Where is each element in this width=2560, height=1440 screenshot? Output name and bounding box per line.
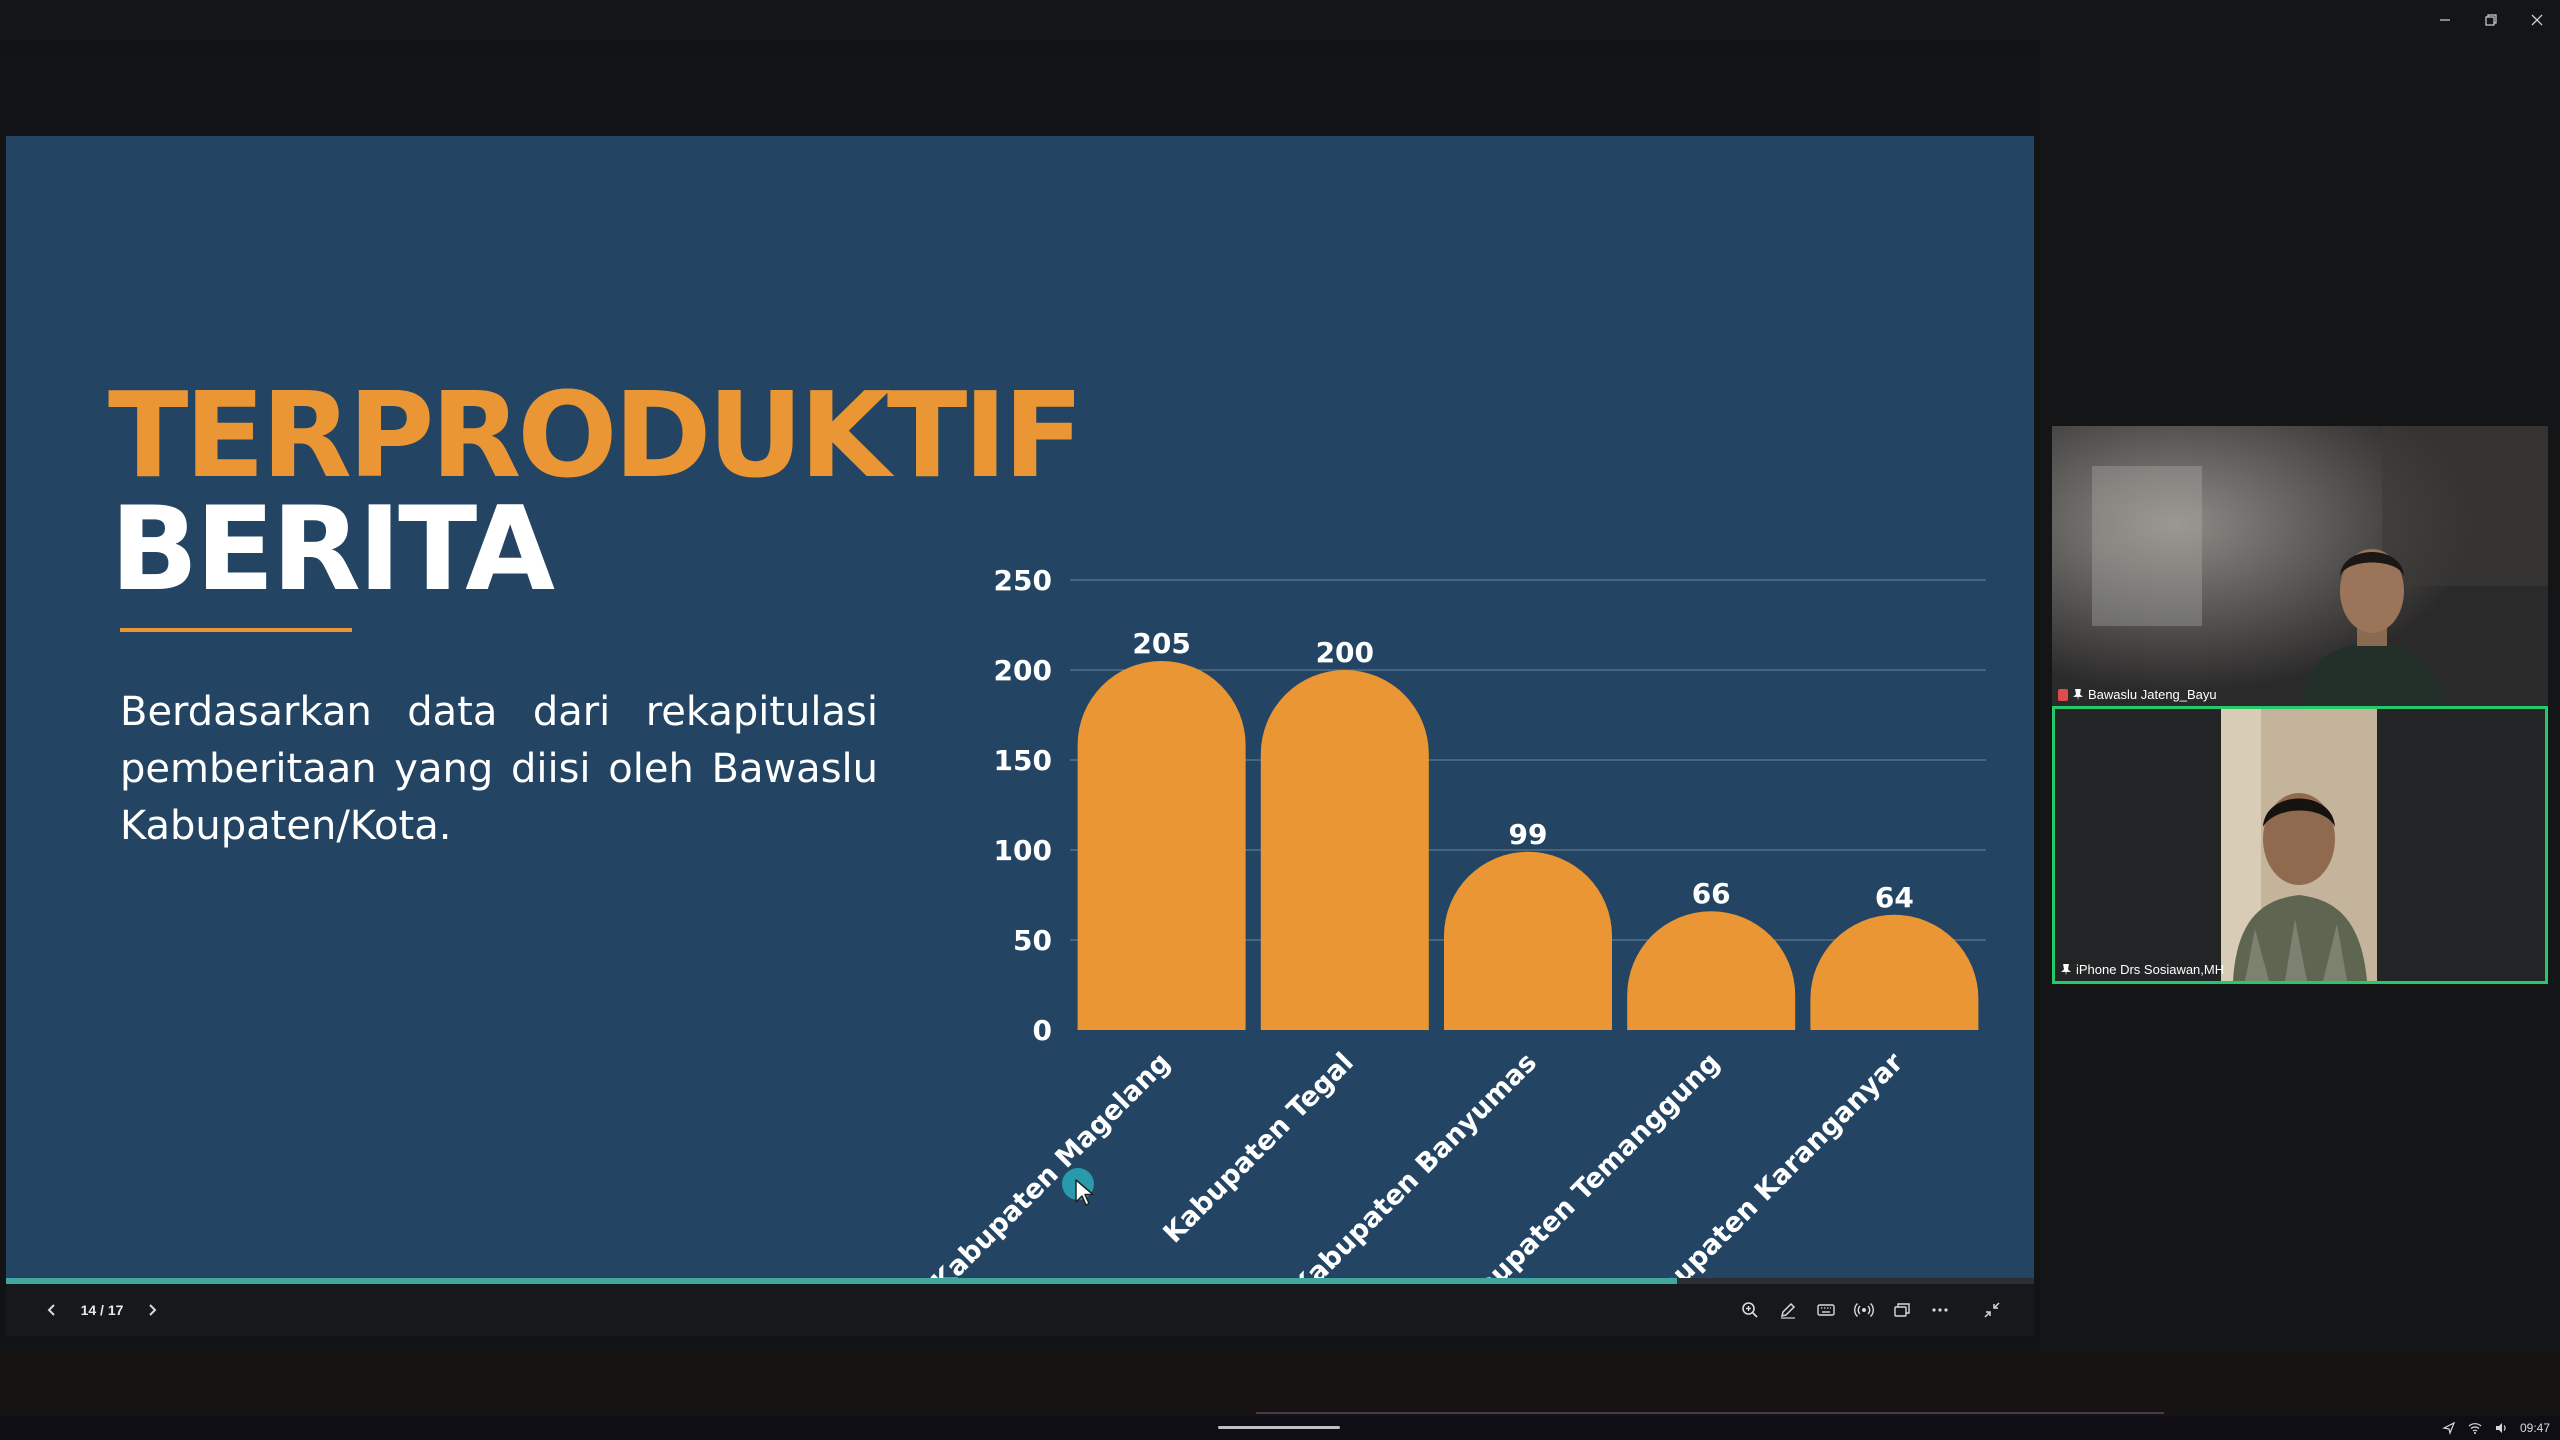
previous-slide-button[interactable] xyxy=(36,1294,68,1326)
window-bottom-area xyxy=(0,1350,2560,1416)
participant-name: Bawaslu Jateng_Bayu xyxy=(2088,687,2217,702)
window-bottom-accent xyxy=(1256,1412,2164,1414)
bar xyxy=(1627,911,1796,1030)
data-label: 200 xyxy=(1316,636,1374,669)
keyboard-button[interactable] xyxy=(1810,1294,1842,1326)
x-tick-label: Kabupaten Karanganyar xyxy=(1625,1047,1910,1278)
window-titlebar xyxy=(0,0,2560,40)
minimize-button[interactable] xyxy=(2422,0,2468,40)
y-tick-label: 200 xyxy=(994,654,1052,687)
data-label: 205 xyxy=(1132,627,1190,660)
clock: 09:47 xyxy=(2519,1421,2550,1435)
participant-name: iPhone Drs Sosiawan,MH xyxy=(2076,962,2225,977)
window-controls xyxy=(2422,0,2560,40)
active-speaker-tile[interactable]: iPhone Drs Sosiawan,MH xyxy=(2052,706,2548,984)
chevron-left-icon xyxy=(47,1304,55,1316)
bar xyxy=(1810,914,1979,1030)
x-tick-label: Kabupaten Magelang xyxy=(926,1047,1177,1278)
layout-button[interactable] xyxy=(1886,1294,1918,1326)
pen-button[interactable] xyxy=(1772,1294,1804,1326)
participant-video xyxy=(2052,426,2548,706)
slide-title-line2: BERITA xyxy=(110,482,555,617)
zoom-in-icon xyxy=(1742,1302,1758,1318)
participant-name-label: Bawaslu Jateng_Bayu xyxy=(2058,687,2217,702)
bar xyxy=(1444,851,1612,1030)
keyboard-icon xyxy=(1817,1304,1835,1316)
slide-progress-fill xyxy=(6,1278,1678,1284)
slide-top-bar xyxy=(6,58,2034,136)
slide-description: Berdasarkan data dari rekapitulasi pembe… xyxy=(120,689,878,849)
exit-fullscreen-icon xyxy=(1984,1302,2000,1318)
location-icon xyxy=(2442,1421,2456,1435)
slide-title-line1: TERPRODUKTIF xyxy=(108,366,1084,504)
pen-icon xyxy=(1780,1302,1796,1319)
restore-button[interactable] xyxy=(2468,0,2514,40)
chevron-right-icon xyxy=(149,1304,157,1316)
title-underline xyxy=(120,628,352,632)
broadcast-button[interactable] xyxy=(1848,1294,1880,1326)
participant-video-tile[interactable]: Bawaslu Jateng_Bayu xyxy=(2052,426,2548,706)
participant-name-label: iPhone Drs Sosiawan,MH xyxy=(2061,962,2224,977)
x-tick-label: Kabupaten Temanggung xyxy=(1442,1047,1726,1278)
restore-icon xyxy=(2485,14,2497,26)
home-indicator[interactable] xyxy=(1218,1426,1340,1429)
data-label: 99 xyxy=(1509,818,1548,851)
mic-muted-icon xyxy=(2058,688,2068,701)
pin-icon xyxy=(2073,688,2083,701)
data-label: 66 xyxy=(1692,877,1731,910)
wifi-icon xyxy=(2468,1423,2482,1434)
layout-icon xyxy=(1894,1303,1910,1317)
exit-fullscreen-button[interactable] xyxy=(1976,1294,2008,1326)
zoom-in-button[interactable] xyxy=(1734,1294,1766,1326)
y-tick-label: 50 xyxy=(1013,924,1052,957)
slide-progress-bar[interactable] xyxy=(6,1278,2034,1284)
y-tick-label: 0 xyxy=(1033,1014,1052,1047)
minimize-icon xyxy=(2440,19,2450,21)
more-icon xyxy=(1932,1308,1948,1312)
bar-chart: 0 50 100 150 200 250 205 Kabupaten Magelang 200 K… xyxy=(926,564,1986,1278)
pin-icon xyxy=(2061,963,2071,976)
data-label: 64 xyxy=(1875,881,1914,914)
participant-video xyxy=(2055,709,2545,981)
more-options-button[interactable] xyxy=(1924,1294,1956,1326)
mouse-cursor-icon xyxy=(1075,1179,1094,1206)
presentation-slide: TERPRODUKTIF BERITA Berdasarkan data dar… xyxy=(6,136,2034,1278)
close-icon xyxy=(2531,14,2543,26)
volume-icon xyxy=(2495,1423,2506,1433)
x-tick-label: Kabupaten Tegal xyxy=(1157,1047,1359,1249)
bar xyxy=(1077,661,1246,1030)
shared-screen: TERPRODUKTIF BERITA Berdasarkan data dar… xyxy=(6,58,2034,1336)
system-tray: 09:47 xyxy=(2442,1416,2550,1440)
y-tick-label: 150 xyxy=(994,744,1052,777)
close-button[interactable] xyxy=(2514,0,2560,40)
y-tick-label: 250 xyxy=(994,564,1052,597)
y-tick-label: 100 xyxy=(994,834,1052,867)
broadcast-icon xyxy=(1854,1302,1874,1318)
bar xyxy=(1260,670,1429,1030)
page-indicator: 14 / 17 xyxy=(80,1302,124,1318)
slide-controls: 14 / 17 xyxy=(6,1284,2034,1336)
next-slide-button[interactable] xyxy=(136,1294,168,1326)
